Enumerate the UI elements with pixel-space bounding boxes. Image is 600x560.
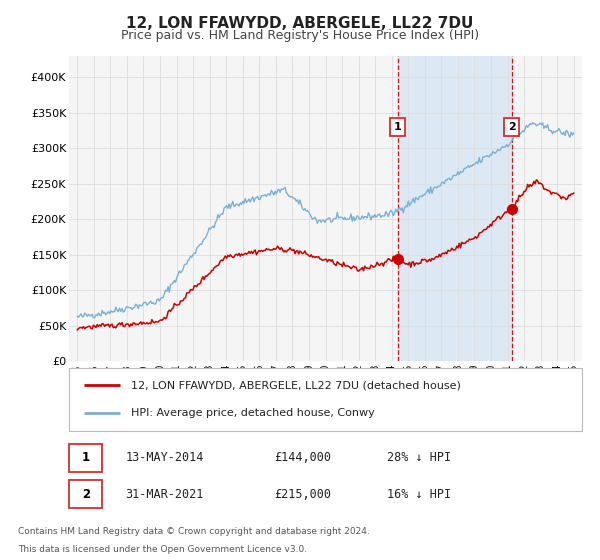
Bar — [398, 56, 512, 361]
Text: 1: 1 — [82, 451, 90, 464]
Text: 31-MAR-2021: 31-MAR-2021 — [125, 488, 204, 501]
Text: 12, LON FFAWYDD, ABERGELE, LL22 7DU (detached house): 12, LON FFAWYDD, ABERGELE, LL22 7DU (det… — [131, 380, 460, 390]
Text: Price paid vs. HM Land Registry's House Price Index (HPI): Price paid vs. HM Land Registry's House … — [121, 29, 479, 42]
Text: 28% ↓ HPI: 28% ↓ HPI — [387, 451, 451, 464]
Text: HPI: Average price, detached house, Conwy: HPI: Average price, detached house, Conw… — [131, 408, 374, 418]
Text: £144,000: £144,000 — [274, 451, 331, 464]
Text: £215,000: £215,000 — [274, 488, 331, 501]
Text: 2: 2 — [82, 488, 90, 501]
Text: Contains HM Land Registry data © Crown copyright and database right 2024.: Contains HM Land Registry data © Crown c… — [18, 528, 370, 536]
FancyBboxPatch shape — [69, 480, 103, 508]
Text: 12, LON FFAWYDD, ABERGELE, LL22 7DU: 12, LON FFAWYDD, ABERGELE, LL22 7DU — [127, 16, 473, 31]
Text: 16% ↓ HPI: 16% ↓ HPI — [387, 488, 451, 501]
Text: 1: 1 — [394, 122, 401, 132]
Text: This data is licensed under the Open Government Licence v3.0.: This data is licensed under the Open Gov… — [18, 545, 307, 554]
FancyBboxPatch shape — [69, 367, 582, 431]
Text: 13-MAY-2014: 13-MAY-2014 — [125, 451, 204, 464]
FancyBboxPatch shape — [69, 444, 103, 472]
Text: 2: 2 — [508, 122, 515, 132]
